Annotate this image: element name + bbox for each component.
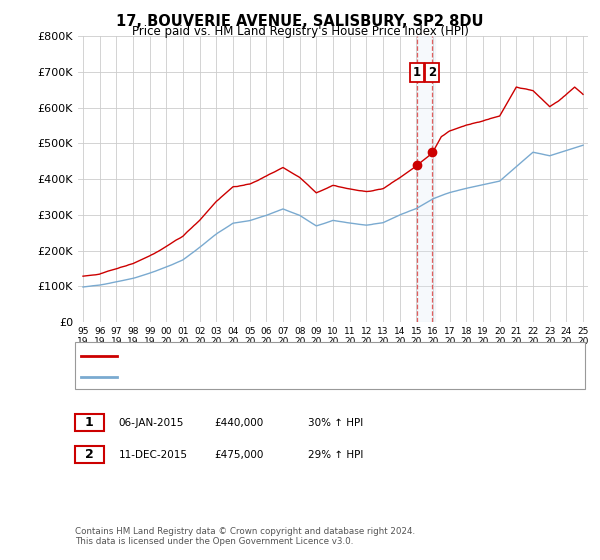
- Text: 2: 2: [428, 66, 436, 78]
- Text: £440,000: £440,000: [215, 418, 264, 428]
- Text: 17, BOUVERIE AVENUE, SALISBURY, SP2 8DU (detached house): 17, BOUVERIE AVENUE, SALISBURY, SP2 8DU …: [123, 351, 437, 361]
- Text: 2: 2: [85, 448, 94, 461]
- Text: 17, BOUVERIE AVENUE, SALISBURY, SP2 8DU: 17, BOUVERIE AVENUE, SALISBURY, SP2 8DU: [116, 14, 484, 29]
- Text: Price paid vs. HM Land Registry's House Price Index (HPI): Price paid vs. HM Land Registry's House …: [131, 25, 469, 38]
- Bar: [417, 36, 434, 322]
- Text: Contains HM Land Registry data © Crown copyright and database right 2024.
This d: Contains HM Land Registry data © Crown c…: [75, 526, 415, 546]
- Text: 1: 1: [85, 416, 94, 430]
- Text: 29% ↑ HPI: 29% ↑ HPI: [308, 450, 363, 460]
- Text: 1: 1: [413, 66, 421, 78]
- Text: £475,000: £475,000: [215, 450, 264, 460]
- Text: HPI: Average price, detached house, Wiltshire: HPI: Average price, detached house, Wilt…: [123, 372, 351, 382]
- Text: 11-DEC-2015: 11-DEC-2015: [119, 450, 188, 460]
- Text: 30% ↑ HPI: 30% ↑ HPI: [308, 418, 363, 428]
- Text: 06-JAN-2015: 06-JAN-2015: [119, 418, 184, 428]
